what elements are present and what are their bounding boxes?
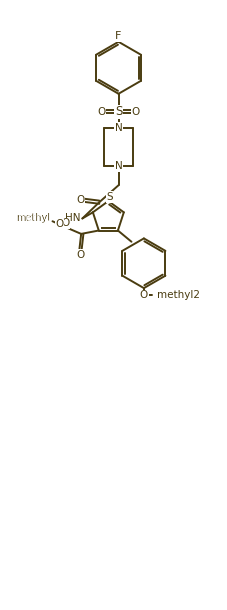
Text: methyl: methyl (48, 220, 52, 221)
Text: N: N (114, 161, 122, 171)
Text: HN: HN (65, 214, 80, 223)
Text: S: S (106, 192, 112, 202)
Text: N: N (114, 123, 122, 132)
Text: O: O (139, 290, 147, 300)
Text: methyl2: methyl2 (156, 290, 199, 300)
Text: O: O (76, 195, 84, 206)
Text: methyl: methyl (17, 213, 51, 223)
Text: methyl: methyl (16, 213, 49, 223)
Text: O: O (76, 249, 84, 260)
Text: F: F (115, 31, 121, 41)
Text: S: S (114, 106, 122, 118)
Text: O: O (61, 218, 69, 229)
Text: O: O (97, 107, 105, 117)
Text: O: O (55, 219, 63, 229)
Text: O: O (131, 107, 139, 117)
